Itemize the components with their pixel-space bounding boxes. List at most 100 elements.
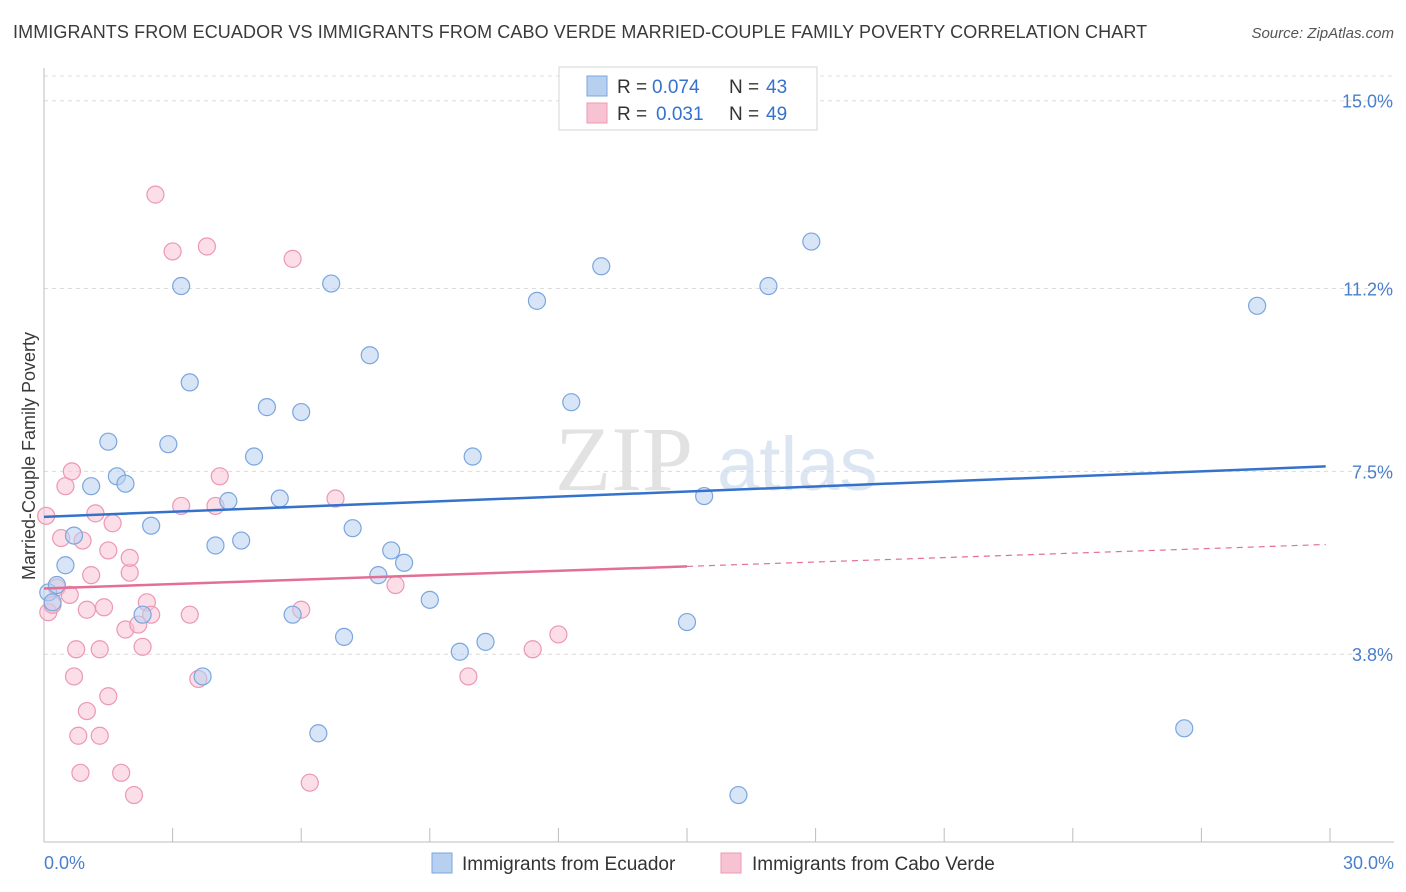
ecuador-point (99, 432, 118, 451)
series-ecuador-points (39, 232, 1267, 805)
legend-r-label-ecuador: R = (617, 77, 647, 98)
cabo-verde-point (386, 575, 405, 595)
ecuador-point (369, 566, 388, 585)
ecuador-point (56, 556, 75, 575)
ecuador-point (292, 402, 311, 422)
cabo-verde-point (67, 640, 86, 659)
watermark-atlas: atlas (717, 422, 878, 507)
cabo-verde-point (124, 785, 144, 805)
ecuador-point (1248, 296, 1267, 315)
bottom-legend-swatch-ecuador (431, 852, 453, 874)
cabo-verde-point (300, 773, 319, 792)
ecuador-point (476, 632, 495, 651)
ecuador-point (142, 516, 161, 535)
legend-n-value-ecuador: 43 (766, 77, 787, 98)
cabo-verde-point (326, 489, 345, 508)
ecuador-trendline (43, 465, 1326, 519)
cabo-verde-point (82, 566, 101, 585)
ecuador-point (82, 477, 101, 496)
ecuador-point (1175, 719, 1194, 738)
ecuador-point (116, 474, 135, 493)
cabo-verde-point (163, 242, 182, 261)
axes (43, 68, 1394, 843)
bottom-legend-swatch-cabo-verde (720, 852, 742, 874)
ecuador-point (270, 489, 289, 508)
chart-title: IMMIGRANTS FROM ECUADOR VS IMMIGRANTS FR… (13, 22, 1148, 42)
ecuador-point (527, 291, 547, 310)
ecuador-point (729, 785, 748, 805)
ecuador-point (759, 276, 778, 296)
bottom-legend-label-cabo-verde: Immigrants from Cabo Verde (752, 854, 995, 875)
cabo-verde-point (549, 625, 568, 644)
source-label: Source: ZipAtlas.com (1251, 25, 1394, 42)
cabo-verde-point (459, 667, 478, 686)
y-tick-label: 15.0% (1342, 92, 1393, 112)
ecuador-point (206, 536, 225, 555)
cabo-verde-point (133, 637, 152, 656)
legend-n-label-cabo-verde: N = (729, 104, 759, 125)
ecuador-point (244, 447, 264, 466)
correlation-legend: R = 0.074 N = 43 R = 0.031 N = 49 (558, 66, 818, 131)
series-legend: Immigrants from Ecuador Immigrants from … (431, 852, 995, 875)
cabo-verde-point (99, 541, 118, 560)
ecuador-point (47, 575, 66, 595)
series-cabo-verde-points (37, 185, 568, 805)
cabo-verde-trendline (43, 565, 688, 590)
cabo-verde-point (283, 249, 302, 268)
cabo-verde-point (197, 237, 216, 256)
y-axis-label: Married-Couple Family Poverty (19, 332, 39, 580)
ecuador-point (172, 276, 191, 296)
ecuador-point (382, 541, 401, 560)
y-tick-label: 11.2% (1343, 280, 1393, 300)
ecuador-point (420, 590, 439, 609)
ecuador-point (180, 373, 199, 392)
cabo-verde-point (62, 462, 81, 481)
legend-n-label-ecuador: N = (729, 77, 759, 98)
y-tick-label: 3.8% (1352, 645, 1393, 665)
cabo-verde-point (120, 548, 139, 567)
legend-swatch-cabo-verde (586, 102, 608, 124)
ecuador-point (257, 398, 277, 417)
x-tick-labels: 0.0% 30.0% (44, 853, 1394, 873)
ecuador-point (562, 393, 581, 412)
ecuador-point (193, 667, 212, 686)
cabo-verde-point (103, 514, 122, 533)
ecuador-point (450, 642, 469, 661)
cabo-verde-point (77, 600, 96, 619)
gridlines (44, 75, 1394, 655)
ecuador-point (64, 526, 84, 545)
ecuador-point (463, 447, 482, 466)
cabo-verde-point (146, 185, 165, 204)
ecuador-point (43, 593, 62, 612)
cabo-verde-point (90, 726, 109, 745)
cabo-verde-point (523, 640, 542, 659)
legend-n-value-cabo-verde: 49 (766, 104, 787, 125)
ecuador-point (322, 274, 341, 293)
cabo-verde-point (77, 701, 96, 721)
x-tick-label-min: 0.0% (44, 853, 85, 873)
cabo-verde-point (69, 726, 88, 745)
ecuador-point (159, 435, 178, 454)
ecuador-point (232, 531, 251, 550)
cabo-verde-trendline-extension (686, 543, 1326, 568)
legend-r-label-cabo-verde: R = (617, 104, 647, 125)
cabo-verde-point (210, 467, 229, 486)
ecuador-point (283, 605, 302, 624)
ecuador-point (592, 257, 611, 276)
cabo-verde-point (180, 605, 199, 624)
x-tick-label-max: 30.0% (1343, 853, 1394, 873)
ecuador-point (133, 605, 152, 624)
cabo-verde-point (112, 763, 131, 782)
trendlines (43, 465, 1326, 590)
ecuador-point (802, 232, 821, 251)
legend-r-value-cabo-verde: 0.031 (656, 104, 704, 125)
legend-swatch-ecuador (586, 75, 608, 97)
ecuador-point (309, 724, 328, 743)
ecuador-point (343, 519, 362, 538)
y-tick-labels: 3.8% 7.5% 11.2% 15.0% (1342, 92, 1393, 665)
ecuador-point (360, 346, 379, 365)
cabo-verde-point (90, 640, 109, 659)
cabo-verde-point (99, 687, 118, 706)
bottom-legend-label-ecuador: Immigrants from Ecuador (462, 854, 676, 875)
